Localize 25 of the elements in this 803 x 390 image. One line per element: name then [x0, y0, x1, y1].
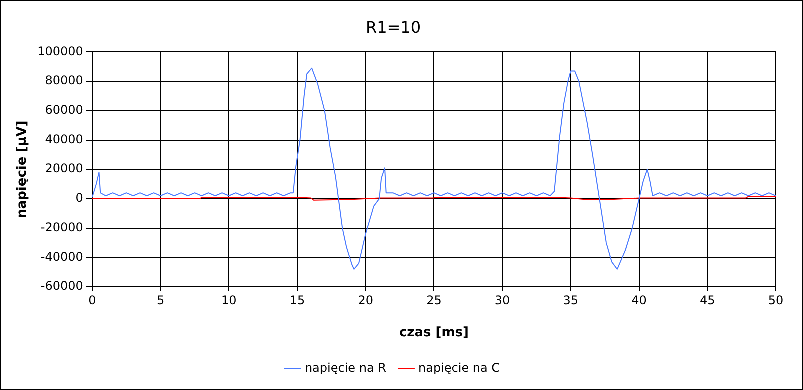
x-tick-label: 35: [563, 293, 579, 308]
y-tick-label: -20000: [40, 220, 84, 234]
legend-label: napięcie na C: [418, 361, 500, 376]
x-tick-label: 5: [156, 293, 165, 308]
legend-label: napięcie na R: [304, 361, 386, 376]
x-tick-label: 0: [88, 293, 96, 308]
y-tick-label: 20000: [45, 162, 84, 176]
x-tick-label: 10: [221, 293, 237, 308]
y-tick-label: 60000: [45, 103, 84, 118]
y-tick-label: 0: [76, 191, 84, 206]
x-tick-label: 30: [494, 293, 510, 308]
y-tick-label: 100000: [38, 44, 84, 58]
x-tick-label: 45: [700, 293, 716, 308]
y-tick-label: 40000: [45, 132, 84, 146]
y-tick-label: -40000: [40, 250, 84, 264]
y-tick-label: -60000: [40, 279, 84, 294]
x-tick-label: 20: [358, 293, 374, 308]
chart-title: R1=10: [366, 18, 422, 37]
y-tick-label: 80000: [45, 74, 84, 88]
x-tick-label: 50: [768, 293, 784, 308]
x-tick-label: 15: [290, 293, 306, 308]
x-tick-label: 25: [426, 293, 442, 308]
x-tick-label: 40: [632, 293, 647, 308]
x-axis-title: czas [ms]: [399, 326, 469, 341]
y-axis-title: napięcie [µV]: [15, 120, 30, 218]
